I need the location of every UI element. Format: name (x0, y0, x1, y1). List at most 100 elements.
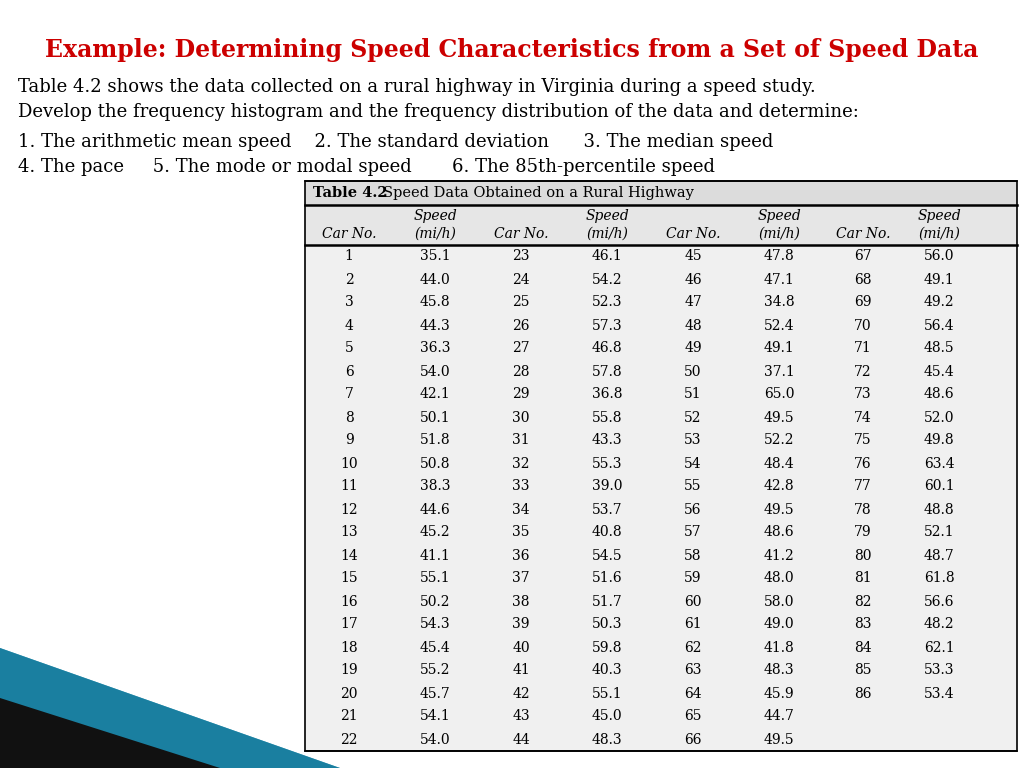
Text: 61: 61 (684, 617, 701, 631)
Text: 24: 24 (512, 273, 529, 286)
Text: 77: 77 (854, 479, 871, 494)
Text: 18: 18 (340, 641, 357, 654)
Polygon shape (0, 648, 340, 768)
Text: 36.8: 36.8 (592, 388, 623, 402)
Text: 36.3: 36.3 (420, 342, 451, 356)
Text: 6: 6 (345, 365, 353, 379)
Text: 76: 76 (854, 456, 871, 471)
Text: Develop the frequency histogram and the frequency distribution of the data and d: Develop the frequency histogram and the … (18, 103, 859, 121)
Text: 8: 8 (345, 411, 353, 425)
Text: 45.4: 45.4 (420, 641, 451, 654)
Text: 48.8: 48.8 (924, 502, 954, 517)
Text: 62: 62 (684, 641, 701, 654)
Text: 55.1: 55.1 (420, 571, 451, 585)
Text: 22: 22 (340, 733, 357, 746)
Text: 10: 10 (340, 456, 357, 471)
Text: 27: 27 (512, 342, 529, 356)
Text: 45.0: 45.0 (592, 710, 623, 723)
Text: 53: 53 (684, 433, 701, 448)
Text: 41.8: 41.8 (764, 641, 795, 654)
Text: 79: 79 (854, 525, 871, 539)
Text: 54.1: 54.1 (420, 710, 451, 723)
Text: 49.2: 49.2 (924, 296, 954, 310)
Text: 20: 20 (340, 687, 357, 700)
Text: 23: 23 (512, 250, 529, 263)
Text: 41: 41 (512, 664, 529, 677)
Text: 51.6: 51.6 (592, 571, 623, 585)
Text: 50.3: 50.3 (592, 617, 623, 631)
Text: 35.1: 35.1 (420, 250, 451, 263)
Text: 49.5: 49.5 (764, 411, 795, 425)
Text: 36: 36 (512, 548, 529, 562)
Text: 48.0: 48.0 (764, 571, 795, 585)
Text: 80: 80 (854, 548, 871, 562)
Text: 37: 37 (512, 571, 529, 585)
Text: 16: 16 (340, 594, 357, 608)
Text: 54: 54 (684, 456, 701, 471)
Text: 44.3: 44.3 (420, 319, 451, 333)
Text: 53.3: 53.3 (924, 664, 954, 677)
Text: 45.8: 45.8 (420, 296, 451, 310)
Text: 35: 35 (512, 525, 529, 539)
Text: Car No.: Car No. (494, 227, 548, 241)
Text: 57.3: 57.3 (592, 319, 623, 333)
Bar (305, 205, 1017, 245)
Text: 51.7: 51.7 (592, 594, 623, 608)
Text: 26: 26 (512, 319, 529, 333)
Text: 1. The arithmetic mean speed    2. The standard deviation      3. The median spe: 1. The arithmetic mean speed 2. The stan… (18, 133, 773, 151)
Text: 49.5: 49.5 (764, 733, 795, 746)
Text: 63: 63 (684, 664, 701, 677)
Text: 57.8: 57.8 (592, 365, 623, 379)
Text: 31: 31 (512, 433, 529, 448)
Text: 19: 19 (340, 664, 357, 677)
Text: 44.0: 44.0 (420, 273, 451, 286)
Text: 45.2: 45.2 (420, 525, 451, 539)
Text: 82: 82 (854, 594, 871, 608)
Text: 48: 48 (684, 319, 701, 333)
Text: 40.8: 40.8 (592, 525, 623, 539)
Text: 51.8: 51.8 (420, 433, 451, 448)
Text: 48.5: 48.5 (924, 342, 954, 356)
Text: 34: 34 (512, 502, 529, 517)
Text: 49.1: 49.1 (924, 273, 954, 286)
Text: 65: 65 (684, 710, 701, 723)
Text: Table 4.2 shows the data collected on a rural highway in Virginia during a speed: Table 4.2 shows the data collected on a … (18, 78, 816, 96)
Text: 48.3: 48.3 (592, 733, 623, 746)
Text: 48.2: 48.2 (924, 617, 954, 631)
Text: 81: 81 (854, 571, 871, 585)
Text: 2: 2 (345, 273, 353, 286)
Bar (305, 181, 1017, 751)
Text: 85: 85 (854, 664, 871, 677)
Text: 65.0: 65.0 (764, 388, 795, 402)
Text: Car No.: Car No. (666, 227, 720, 241)
Text: 45.7: 45.7 (420, 687, 451, 700)
Text: Speed: Speed (757, 209, 801, 223)
Text: 78: 78 (854, 502, 871, 517)
Text: Speed Data Obtained on a Rural Highway: Speed Data Obtained on a Rural Highway (383, 186, 694, 200)
Text: 5: 5 (345, 342, 353, 356)
Text: 45.9: 45.9 (764, 687, 795, 700)
Text: 34.8: 34.8 (764, 296, 795, 310)
Text: 72: 72 (854, 365, 871, 379)
Text: 67: 67 (854, 250, 871, 263)
Text: 55.8: 55.8 (592, 411, 623, 425)
Text: 71: 71 (854, 342, 871, 356)
Text: 42.1: 42.1 (420, 388, 451, 402)
Text: 58: 58 (684, 548, 701, 562)
Text: Speed: Speed (918, 209, 961, 223)
Text: Car No.: Car No. (836, 227, 890, 241)
Text: Speed: Speed (585, 209, 629, 223)
Text: 60.1: 60.1 (924, 479, 954, 494)
Text: 46.1: 46.1 (592, 250, 623, 263)
Text: 50.1: 50.1 (420, 411, 451, 425)
Text: 3: 3 (345, 296, 353, 310)
Text: 40: 40 (512, 641, 529, 654)
Text: 54.0: 54.0 (420, 733, 451, 746)
Polygon shape (0, 698, 220, 768)
Text: 52.2: 52.2 (764, 433, 795, 448)
Text: 56.0: 56.0 (924, 250, 954, 263)
Text: 56.4: 56.4 (924, 319, 954, 333)
Bar (305, 181, 1017, 205)
Text: 41.2: 41.2 (764, 548, 795, 562)
Text: 52.4: 52.4 (764, 319, 795, 333)
